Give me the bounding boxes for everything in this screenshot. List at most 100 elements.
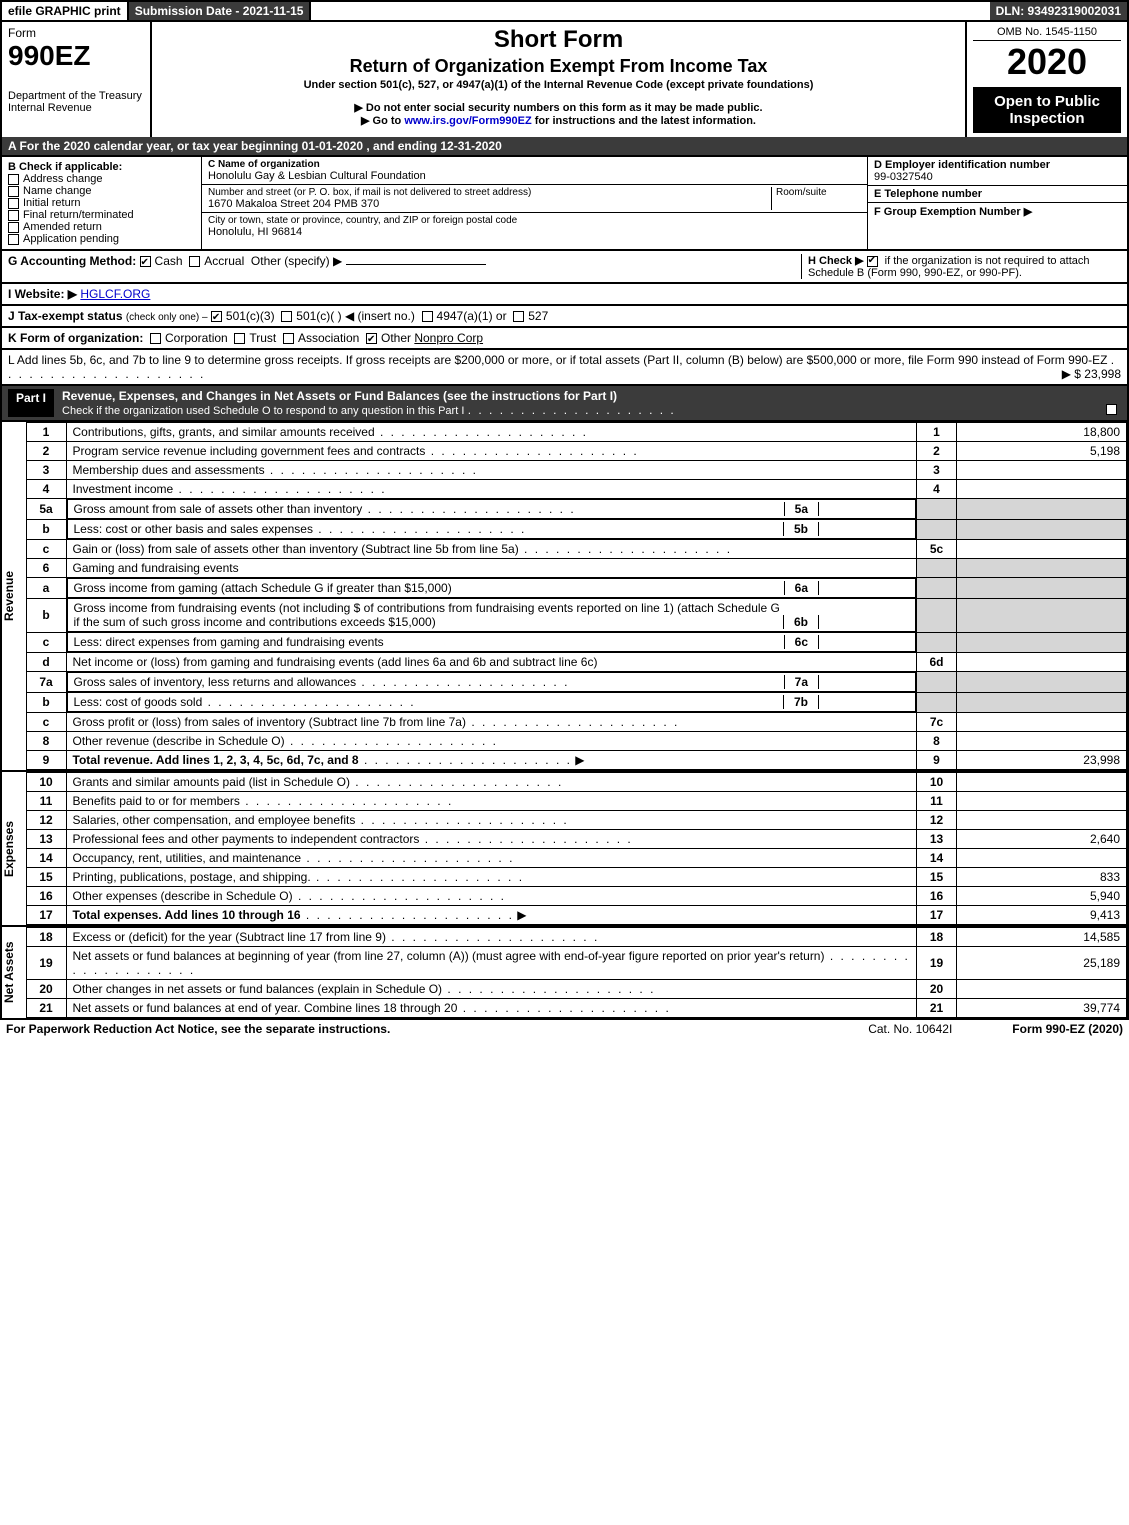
org-city: Honolulu, HI 96814	[208, 226, 861, 238]
chk-amended-return[interactable]: Amended return	[8, 221, 195, 233]
table-row: cGross profit or (loss) from sales of in…	[26, 713, 1127, 732]
g-label: G Accounting Method:	[8, 254, 136, 268]
table-row: 20Other changes in net assets or fund ba…	[26, 980, 1127, 999]
footer-notice: For Paperwork Reduction Act Notice, see …	[6, 1022, 390, 1036]
chk-501c[interactable]	[281, 311, 292, 322]
chk-application-pending[interactable]: Application pending	[8, 233, 195, 245]
j-527: 527	[528, 309, 548, 323]
table-row: 2Program service revenue including gover…	[26, 442, 1127, 461]
line-9-desc: Total revenue. Add lines 1, 2, 3, 4, 5c,…	[73, 753, 359, 767]
chk-trust[interactable]	[234, 333, 245, 344]
j-501c3: 501(c)(3)	[226, 309, 275, 323]
revenue-label: Revenue	[2, 422, 26, 770]
j-label: J Tax-exempt status	[8, 309, 123, 323]
table-row: 8Other revenue (describe in Schedule O)8	[26, 732, 1127, 751]
table-row: 14Occupancy, rent, utilities, and mainte…	[26, 849, 1127, 868]
c-city-label: City or town, state or province, country…	[208, 215, 861, 226]
table-row: 17Total expenses. Add lines 10 through 1…	[26, 906, 1127, 925]
chk-final-return[interactable]: Final return/terminated	[8, 209, 195, 221]
chk-h[interactable]	[867, 256, 878, 267]
chk-initial-return[interactable]: Initial return	[8, 197, 195, 209]
chk-assoc[interactable]	[283, 333, 294, 344]
chk-527[interactable]	[513, 311, 524, 322]
line-6a-sub: 6a	[784, 581, 819, 595]
line-18-val: 14,585	[957, 928, 1127, 947]
page-footer: For Paperwork Reduction Act Notice, see …	[0, 1020, 1129, 1038]
expenses-section: Expenses 10Grants and similar amounts pa…	[0, 772, 1129, 927]
table-row: cGain or (loss) from sale of assets othe…	[26, 540, 1127, 559]
chk-4947[interactable]	[422, 311, 433, 322]
line-19-val: 25,189	[957, 947, 1127, 980]
table-row: cLess: direct expenses from gaming and f…	[26, 632, 1127, 653]
table-row: 1Contributions, gifts, grants, and simil…	[26, 423, 1127, 442]
line-8-desc: Other revenue (describe in Schedule O)	[73, 734, 285, 748]
line-9-val: 23,998	[957, 751, 1127, 770]
line-7c-val	[957, 713, 1127, 732]
table-row: bGross income from fundraising events (n…	[26, 598, 1127, 632]
line-14-val	[957, 849, 1127, 868]
chk-other-org[interactable]	[366, 333, 377, 344]
line-14-desc: Occupancy, rent, utilities, and maintena…	[73, 851, 302, 865]
org-name: Honolulu Gay & Lesbian Cultural Foundati…	[208, 170, 861, 182]
k-label: K Form of organization:	[8, 331, 143, 345]
e-phone-label: E Telephone number	[874, 188, 1121, 200]
b-label: B Check if applicable:	[8, 161, 195, 173]
j-501c: 501(c)( ) ◀ (insert no.)	[296, 309, 415, 323]
line-7a-sub: 7a	[784, 675, 819, 689]
chk-501c3[interactable]	[211, 311, 222, 322]
chk-schedule-o[interactable]	[1106, 404, 1117, 415]
expenses-table: 10Grants and similar amounts paid (list …	[26, 772, 1128, 925]
k-other: Other	[381, 331, 411, 345]
table-row: bLess: cost of goods sold7b	[26, 692, 1127, 713]
line-5a-sub: 5a	[784, 502, 819, 516]
website-link[interactable]: HGLCF.ORG	[80, 287, 150, 301]
line-5a-desc: Gross amount from sale of assets other t…	[74, 502, 363, 516]
line-20-desc: Other changes in net assets or fund bala…	[73, 982, 443, 996]
part-1-label: Part I	[8, 389, 54, 417]
table-row: aGross income from gaming (attach Schedu…	[26, 578, 1127, 599]
chk-cash[interactable]	[140, 256, 151, 267]
line-6c-sub: 6c	[784, 635, 819, 649]
chk-address-change[interactable]: Address change	[8, 173, 195, 185]
goto-post: for instructions and the latest informat…	[532, 115, 756, 127]
line-21-desc: Net assets or fund balances at end of ye…	[73, 1001, 458, 1015]
expenses-label: Expenses	[2, 772, 26, 925]
table-row: 19Net assets or fund balances at beginni…	[26, 947, 1127, 980]
part-1-title: Revenue, Expenses, and Changes in Net As…	[62, 389, 617, 403]
table-row: 12Salaries, other compensation, and empl…	[26, 811, 1127, 830]
irs-link[interactable]: www.irs.gov/Form990EZ	[404, 115, 531, 127]
line-12-val	[957, 811, 1127, 830]
goto-line: ▶ Go to www.irs.gov/Form990EZ for instru…	[158, 114, 959, 127]
line-i: I Website: ▶ HGLCF.ORG	[0, 284, 1129, 306]
table-row: dNet income or (loss) from gaming and fu…	[26, 653, 1127, 672]
k-trust: Trust	[249, 331, 276, 345]
k-other-val: Nonpro Corp	[414, 331, 483, 345]
l-text: L Add lines 5b, 6c, and 7b to line 9 to …	[8, 353, 1107, 367]
line-4-val	[957, 480, 1127, 499]
chk-name-change[interactable]: Name change	[8, 185, 195, 197]
net-assets-label: Net Assets	[2, 927, 26, 1018]
c-street-label: Number and street (or P. O. box, if mail…	[208, 187, 771, 198]
table-row: 15Printing, publications, postage, and s…	[26, 868, 1127, 887]
line-7b-desc: Less: cost of goods sold	[74, 695, 203, 709]
dept-treasury: Department of the Treasury	[8, 90, 144, 102]
line-6b-desc: Gross income from fundraising events (no…	[74, 601, 783, 629]
line-15-val: 833	[957, 868, 1127, 887]
table-row: 5a Gross amount from sale of assets other…	[26, 499, 1127, 520]
line-6d-val	[957, 653, 1127, 672]
efile-print-button[interactable]: efile GRAPHIC print	[2, 2, 129, 20]
line-11-val	[957, 792, 1127, 811]
table-row: 13Professional fees and other payments t…	[26, 830, 1127, 849]
j-4947: 4947(a)(1) or	[437, 309, 507, 323]
chk-corp[interactable]	[150, 333, 161, 344]
line-6b-sub: 6b	[783, 615, 819, 629]
line-17-desc: Total expenses. Add lines 10 through 16	[73, 908, 301, 922]
footer-cat-no: Cat. No. 10642I	[868, 1022, 952, 1036]
l-amount: ▶ $ 23,998	[1062, 367, 1121, 381]
line-5b-sub: 5b	[783, 522, 819, 536]
dln: DLN: 93492319002031	[990, 2, 1127, 20]
submission-date: Submission Date - 2021-11-15	[129, 2, 312, 20]
chk-accrual[interactable]	[189, 256, 200, 267]
revenue-section: Revenue 1Contributions, gifts, grants, a…	[0, 422, 1129, 772]
section-b-through-f: B Check if applicable: Address change Na…	[0, 157, 1129, 251]
